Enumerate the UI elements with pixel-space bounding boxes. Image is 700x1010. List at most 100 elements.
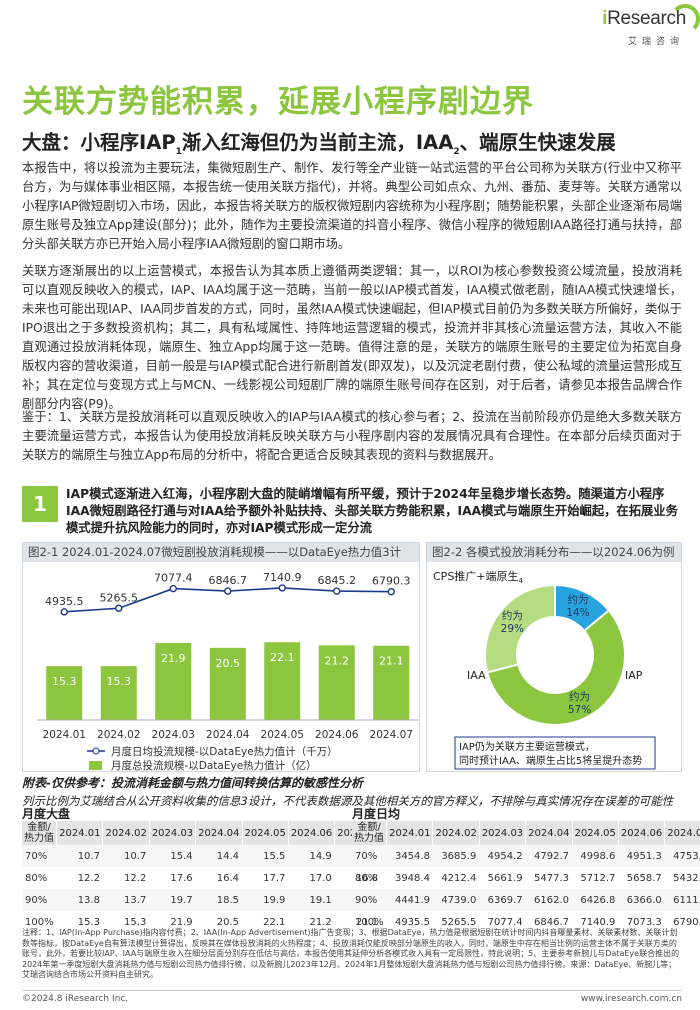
value-cell: 7140.9 [580, 916, 616, 928]
ratio-cell: 90% [352, 889, 387, 911]
ratio-cell: 100% [355, 916, 384, 928]
table-row: 100% 15.3 15.3 21.9 20.5 22.1 21.2 21.1 [22, 911, 381, 933]
ratio-cell: 80% [355, 872, 378, 884]
value-cell: 17.6 [170, 872, 193, 884]
value-cell: 18.5 [195, 889, 243, 911]
value-cell: 6366.0 [618, 889, 665, 911]
chart-panel-spend: 图2-1 2024.01-2024.07微短剧投放消耗规模——以DataEye热… [22, 542, 420, 772]
line-value-label: 6846.7 [209, 574, 248, 587]
value-cell: 22.1 [263, 916, 286, 928]
column-header: 2024.05 [242, 821, 289, 845]
value-cell: 6426.8 [572, 889, 619, 911]
value-cell: 15.4 [149, 845, 196, 867]
value-cell: 15.3 [124, 916, 147, 928]
slice-IAP [485, 608, 626, 726]
value-cell: 10.7 [56, 845, 103, 867]
key-finding: 1 IAP模式逐渐进入红海，小程序剧大盘的陡峭增幅有所平缓，预计于2024年呈稳… [22, 486, 682, 538]
value-cell: 12.2 [124, 872, 147, 884]
footer-divider [22, 990, 682, 991]
value-cell: 3948.4 [394, 872, 430, 884]
line-value-label: 7077.4 [154, 572, 193, 585]
x-tick-label: 2024.01 [43, 729, 86, 741]
key-number: 1 [22, 486, 58, 522]
value-cell: 6790.3 [673, 916, 700, 928]
line-point [224, 587, 232, 595]
value-cell: 3454.8 [386, 845, 433, 867]
value-cell: 6162.0 [525, 889, 573, 911]
logo-wordmark: iResearch [602, 8, 686, 29]
value-cell: 21.2 [309, 916, 332, 928]
slice-name-iaa: IAA [467, 669, 486, 682]
value-cell: 4954.2 [479, 845, 526, 867]
value-cell: 16.8 [355, 872, 379, 884]
page-subtitle: 大盘：小程序IAP1渐入红海但仍为当前主流，IAA2、端原生快速发展 [22, 131, 616, 157]
x-tick-label: 2024.03 [152, 729, 195, 741]
value-cell: 19.7 [149, 889, 196, 911]
paragraph-1: 本报告中，将以投流为主要玩法，集微短剧生产、制作、发行等全产业链一站式运营的平台… [22, 161, 682, 251]
bar-value-label: 21.1 [379, 655, 404, 668]
table-row: 80% 12.2 12.2 17.6 16.4 17.7 17.0 16.8 [22, 867, 381, 889]
value-cell: 4212.4 [441, 872, 477, 884]
note-text: IAP仍为关联方主要运营模式，同时预计IAA、端原生占比5将呈提升态势 [459, 740, 642, 767]
corner-header: 金额/热力值 [352, 821, 388, 845]
sensitivity-reference: 附表-仅供参考：投流消耗金额与热力值间转换估算的敏感性分析 列示比例为艾瑞结合从… [22, 774, 700, 928]
value-cell: 16.4 [216, 872, 240, 884]
paragraph-2: 关联方逐渐展出的以上运营模式，本报告认为其本质上遵循两类逻辑：其一，以ROI为核… [22, 264, 682, 411]
column-header: 2024.06 [618, 821, 666, 845]
value-cell: 13.7 [102, 889, 150, 911]
legend-line-label: 月度日均投流规模-以DataEye热力值计（千万） [111, 745, 338, 758]
ratio-cell: 80% [25, 872, 48, 884]
column-header: 2024.07 [664, 821, 700, 845]
ratio-cell: 100% [25, 916, 54, 928]
column-header: 2024.02 [432, 821, 480, 845]
ratio-cell: 70% [22, 845, 57, 867]
value-cell: 21.9 [170, 916, 193, 928]
line-value-label: 4935.5 [45, 595, 84, 608]
right-table-label: 月度日均 [352, 807, 401, 821]
value-cell: 6369.7 [479, 889, 526, 911]
column-header: 2024.03 [149, 821, 197, 845]
logo-cn: 艾瑞咨询 [627, 37, 684, 47]
table-row: 70%10.710.715.414.415.514.914.7 [22, 845, 382, 867]
value-cell: 20.5 [216, 916, 240, 928]
bar-2024.07 [373, 645, 410, 720]
legend-bar-marker [89, 761, 102, 770]
column-header: 2024.02 [102, 821, 150, 845]
spend-chart: 15.3 2024.01 15.3 2024.02 21.9 2024.03 20.5 202… [37, 571, 419, 772]
footer-copyright: ©2024.8 iResearch Inc. [22, 994, 129, 1004]
value-cell: 19.1 [288, 889, 335, 911]
slice-IAA [484, 583, 556, 674]
table-row: 90% 4441.9 4739.0 6369.7 6162.0 6426.8 6366.0 6… [352, 889, 700, 911]
left-table-label: 月度大盘 [22, 807, 71, 821]
slice-value-label: 约为 29% [501, 609, 524, 635]
value-cell: 6846.7 [534, 916, 570, 928]
line-value-label: 7140.9 [263, 571, 302, 584]
bar-value-label: 20.5 [216, 657, 241, 670]
x-tick-label: 2024.05 [261, 729, 304, 741]
value-cell: 5661.9 [487, 872, 523, 884]
value-cell: 13.8 [56, 889, 103, 911]
column-header: 2024.01 [386, 821, 434, 845]
bar-value-label: 15.3 [52, 675, 77, 688]
column-header: 2024.06 [288, 821, 336, 845]
value-cell: 4998.6 [572, 845, 619, 867]
bar-value-label: 21.2 [325, 654, 350, 667]
distribution-chart: 约为 14% 约为 57% 约为 29% CPS推广+端原生4 IAP IAA IAP仍为关联方主… [433, 569, 656, 770]
value-cell: 5658.7 [626, 872, 662, 884]
notes: 注释：1、IAP(In-App Purchase)指内容付费；2、IAA(In-… [22, 928, 680, 979]
ref-title: 附表-仅供参考：投流消耗金额与热力值间转换估算的敏感性分析 [22, 776, 363, 790]
value-cell: 14.4 [195, 845, 243, 867]
x-tick-label: 2024.07 [370, 729, 413, 741]
value-cell: 15.5 [242, 845, 289, 867]
line-point [387, 588, 395, 596]
line-point [169, 584, 177, 593]
value-cell: 14.9 [288, 845, 335, 867]
value-cell: 5712.7 [580, 872, 616, 884]
value-cell: 4441.9 [386, 889, 433, 911]
value-cell: 7073.3 [626, 916, 662, 928]
line-value-label: 6790.3 [372, 575, 411, 588]
slice-name-cps: CPS推广+端原生4 [433, 569, 524, 585]
value-cell: 5432.3 [673, 872, 700, 884]
value-cell: 15.3 [77, 916, 100, 928]
ratio-cell: 70% [352, 845, 387, 867]
